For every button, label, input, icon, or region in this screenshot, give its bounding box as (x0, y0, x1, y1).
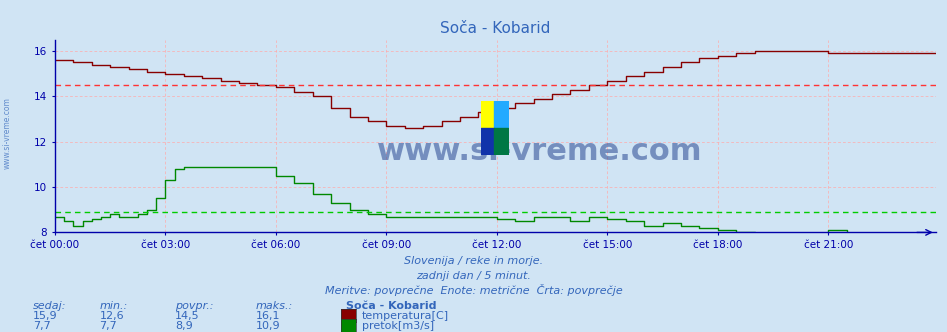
Text: Soča - Kobarid: Soča - Kobarid (346, 301, 437, 311)
Text: temperatura[C]: temperatura[C] (362, 311, 449, 321)
Text: www.si-vreme.com: www.si-vreme.com (3, 97, 12, 169)
Text: 14,5: 14,5 (175, 311, 200, 321)
Text: 7,7: 7,7 (33, 321, 51, 331)
Text: povpr.:: povpr.: (175, 301, 214, 311)
Text: sedaj:: sedaj: (33, 301, 66, 311)
Text: min.:: min.: (99, 301, 128, 311)
Text: www.si-vreme.com: www.si-vreme.com (377, 137, 702, 166)
Text: 12,6: 12,6 (99, 311, 124, 321)
Text: 15,9: 15,9 (33, 311, 58, 321)
Title: Soča - Kobarid: Soča - Kobarid (440, 21, 550, 36)
Text: 10,9: 10,9 (256, 321, 280, 331)
Text: Slovenija / reke in morje.: Slovenija / reke in morje. (404, 256, 543, 266)
Text: 8,9: 8,9 (175, 321, 193, 331)
Text: 7,7: 7,7 (99, 321, 117, 331)
Text: maks.:: maks.: (256, 301, 293, 311)
Text: 16,1: 16,1 (256, 311, 280, 321)
Text: zadnji dan / 5 minut.: zadnji dan / 5 minut. (416, 271, 531, 281)
Text: pretok[m3/s]: pretok[m3/s] (362, 321, 434, 331)
Text: Meritve: povprečne  Enote: metrične  Črta: povprečje: Meritve: povprečne Enote: metrične Črta:… (325, 284, 622, 296)
